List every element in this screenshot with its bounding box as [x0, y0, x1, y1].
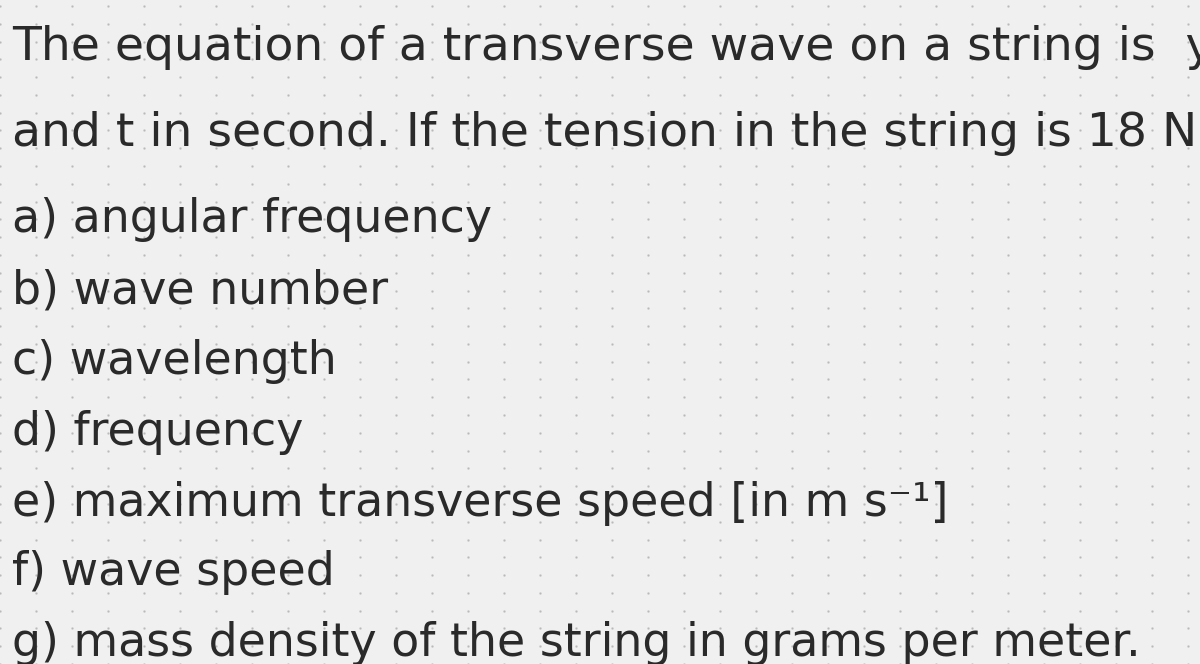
Text: e) maximum transverse speed [in m s⁻¹]: e) maximum transverse speed [in m s⁻¹]: [12, 481, 948, 527]
Text: The equation of a transverse wave on a string is  y: The equation of a transverse wave on a s…: [12, 25, 1200, 70]
Text: b) wave number: b) wave number: [12, 268, 388, 313]
Text: g) mass density of the string in grams per meter.: g) mass density of the string in grams p…: [12, 621, 1141, 664]
Text: a) angular frequency: a) angular frequency: [12, 197, 492, 242]
Text: f) wave speed: f) wave speed: [12, 550, 335, 594]
Text: and t in second. If the tension in the string is 18 N: and t in second. If the tension in the s…: [12, 111, 1198, 156]
Text: d) frequency: d) frequency: [12, 410, 304, 456]
Text: c) wavelength: c) wavelength: [12, 339, 337, 384]
